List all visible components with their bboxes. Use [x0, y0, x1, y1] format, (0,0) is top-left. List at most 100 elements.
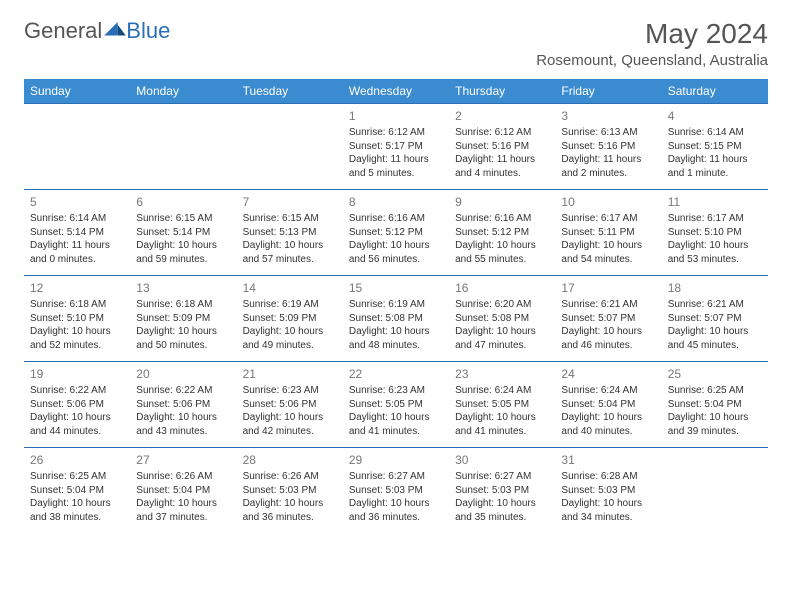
sunset-line: Sunset: 5:11 PM	[561, 226, 655, 240]
daylight-line: Daylight: 10 hours and 50 minutes.	[136, 325, 230, 352]
day-number: 5	[30, 194, 124, 210]
month-title: May 2024	[536, 18, 768, 50]
calendar-cell: 27Sunrise: 6:26 AMSunset: 5:04 PMDayligh…	[130, 448, 236, 534]
sunrise-line: Sunrise: 6:12 AM	[349, 126, 443, 140]
daylight-line: Daylight: 10 hours and 37 minutes.	[136, 497, 230, 524]
daylight-line: Daylight: 11 hours and 2 minutes.	[561, 153, 655, 180]
daylight-line: Daylight: 10 hours and 35 minutes.	[455, 497, 549, 524]
day-number: 7	[243, 194, 337, 210]
daylight-line: Daylight: 10 hours and 59 minutes.	[136, 239, 230, 266]
calendar-cell: 13Sunrise: 6:18 AMSunset: 5:09 PMDayligh…	[130, 276, 236, 362]
sunset-line: Sunset: 5:03 PM	[243, 484, 337, 498]
day-number: 23	[455, 366, 549, 382]
sunrise-line: Sunrise: 6:21 AM	[561, 298, 655, 312]
calendar-cell: 5Sunrise: 6:14 AMSunset: 5:14 PMDaylight…	[24, 190, 130, 276]
daylight-line: Daylight: 10 hours and 55 minutes.	[455, 239, 549, 266]
logo-text-general: General	[24, 18, 102, 44]
logo-triangle-icon	[104, 22, 126, 40]
calendar-cell: 12 Sunrise: 6:18 AMSunset: 5:10 PMDayligh…	[24, 276, 130, 362]
calendar-cell-empty	[24, 104, 130, 190]
day-number: 28	[243, 452, 337, 468]
sunrise-line: Sunrise: 6:19 AM	[243, 298, 337, 312]
sunset-line: Sunset: 5:04 PM	[561, 398, 655, 412]
daylight-line: Daylight: 10 hours and 49 minutes.	[243, 325, 337, 352]
day-number: 13	[136, 280, 230, 296]
daylight-line: Daylight: 10 hours and 57 minutes.	[243, 239, 337, 266]
sunset-line: Sunset: 5:06 PM	[136, 398, 230, 412]
day-number: 1	[349, 108, 443, 124]
sunrise-line: Sunrise: 6:25 AM	[30, 470, 124, 484]
day-header: Monday	[130, 79, 236, 104]
sunset-line: Sunset: 5:10 PM	[30, 312, 124, 326]
day-number: 3	[561, 108, 655, 124]
sunset-line: Sunset: 5:03 PM	[455, 484, 549, 498]
sunrise-line: Sunrise: 6:14 AM	[668, 126, 762, 140]
sunrise-line: Sunrise: 6:27 AM	[455, 470, 549, 484]
calendar-cell: 30Sunrise: 6:27 AMSunset: 5:03 PMDayligh…	[449, 448, 555, 534]
day-number: 2	[455, 108, 549, 124]
calendar-cell: 2Sunrise: 6:12 AMSunset: 5:16 PMDaylight…	[449, 104, 555, 190]
calendar-cell: 29Sunrise: 6:27 AMSunset: 5:03 PMDayligh…	[343, 448, 449, 534]
calendar-cell: 19 Sunrise: 6:22 AMSunset: 5:06 PMDayligh…	[24, 362, 130, 448]
calendar-cell-empty	[662, 448, 768, 534]
daylight-line: Daylight: 10 hours and 44 minutes.	[30, 411, 124, 438]
calendar-cell-empty	[130, 104, 236, 190]
sunset-line: Sunset: 5:08 PM	[455, 312, 549, 326]
sunset-line: Sunset: 5:17 PM	[349, 140, 443, 154]
day-number: 19	[30, 366, 124, 382]
daylight-line: Daylight: 10 hours and 34 minutes.	[561, 497, 655, 524]
day-header: Saturday	[662, 79, 768, 104]
day-number: 4	[668, 108, 762, 124]
sunset-line: Sunset: 5:06 PM	[243, 398, 337, 412]
daylight-line: Daylight: 10 hours and 52 minutes.	[30, 325, 124, 352]
day-number: 17	[561, 280, 655, 296]
sunrise-line: Sunrise: 6:15 AM	[243, 212, 337, 226]
day-number: 14	[243, 280, 337, 296]
calendar-table: SundayMondayTuesdayWednesdayThursdayFrid…	[24, 79, 768, 534]
sunrise-line: Sunrise: 6:22 AM	[30, 384, 124, 398]
daylight-line: Daylight: 10 hours and 45 minutes.	[668, 325, 762, 352]
sunrise-line: Sunrise: 6:18 AM	[30, 298, 124, 312]
calendar-page: General Blue May 2024 Rosemount, Queensl…	[0, 0, 792, 552]
calendar-cell: 22Sunrise: 6:23 AMSunset: 5:05 PMDayligh…	[343, 362, 449, 448]
daylight-line: Daylight: 11 hours and 4 minutes.	[455, 153, 549, 180]
sunrise-line: Sunrise: 6:25 AM	[668, 384, 762, 398]
daylight-line: Daylight: 10 hours and 53 minutes.	[668, 239, 762, 266]
calendar-cell: 4Sunrise: 6:14 AMSunset: 5:15 PMDaylight…	[662, 104, 768, 190]
daylight-line: Daylight: 10 hours and 42 minutes.	[243, 411, 337, 438]
sunrise-line: Sunrise: 6:16 AM	[349, 212, 443, 226]
sunset-line: Sunset: 5:04 PM	[30, 484, 124, 498]
day-number: 24	[561, 366, 655, 382]
day-number: 12	[30, 280, 124, 296]
sunrise-line: Sunrise: 6:17 AM	[561, 212, 655, 226]
sunrise-line: Sunrise: 6:26 AM	[136, 470, 230, 484]
day-number: 22	[349, 366, 443, 382]
calendar-cell: 11Sunrise: 6:17 AMSunset: 5:10 PMDayligh…	[662, 190, 768, 276]
calendar-cell: 7Sunrise: 6:15 AMSunset: 5:13 PMDaylight…	[237, 190, 343, 276]
day-number: 29	[349, 452, 443, 468]
sunrise-line: Sunrise: 6:16 AM	[455, 212, 549, 226]
daylight-line: Daylight: 10 hours and 46 minutes.	[561, 325, 655, 352]
sunset-line: Sunset: 5:06 PM	[30, 398, 124, 412]
daylight-line: Daylight: 10 hours and 36 minutes.	[349, 497, 443, 524]
daylight-line: Daylight: 10 hours and 56 minutes.	[349, 239, 443, 266]
sunset-line: Sunset: 5:09 PM	[243, 312, 337, 326]
sunrise-line: Sunrise: 6:24 AM	[455, 384, 549, 398]
calendar-cell: 10Sunrise: 6:17 AMSunset: 5:11 PMDayligh…	[555, 190, 661, 276]
daylight-line: Daylight: 10 hours and 41 minutes.	[455, 411, 549, 438]
calendar-cell: 21Sunrise: 6:23 AMSunset: 5:06 PMDayligh…	[237, 362, 343, 448]
day-number: 11	[668, 194, 762, 210]
sunrise-line: Sunrise: 6:26 AM	[243, 470, 337, 484]
sunset-line: Sunset: 5:04 PM	[136, 484, 230, 498]
sunset-line: Sunset: 5:05 PM	[455, 398, 549, 412]
sunrise-line: Sunrise: 6:23 AM	[243, 384, 337, 398]
day-number: 8	[349, 194, 443, 210]
sunset-line: Sunset: 5:03 PM	[561, 484, 655, 498]
daylight-line: Daylight: 10 hours and 38 minutes.	[30, 497, 124, 524]
calendar-cell: 25Sunrise: 6:25 AMSunset: 5:04 PMDayligh…	[662, 362, 768, 448]
day-number: 20	[136, 366, 230, 382]
calendar-cell: 26Sunrise: 6:25 AMSunset: 5:04 PMDayligh…	[24, 448, 130, 534]
day-header: Sunday	[24, 79, 130, 104]
header: General Blue May 2024 Rosemount, Queensl…	[24, 18, 768, 69]
daylight-line: Daylight: 10 hours and 36 minutes.	[243, 497, 337, 524]
